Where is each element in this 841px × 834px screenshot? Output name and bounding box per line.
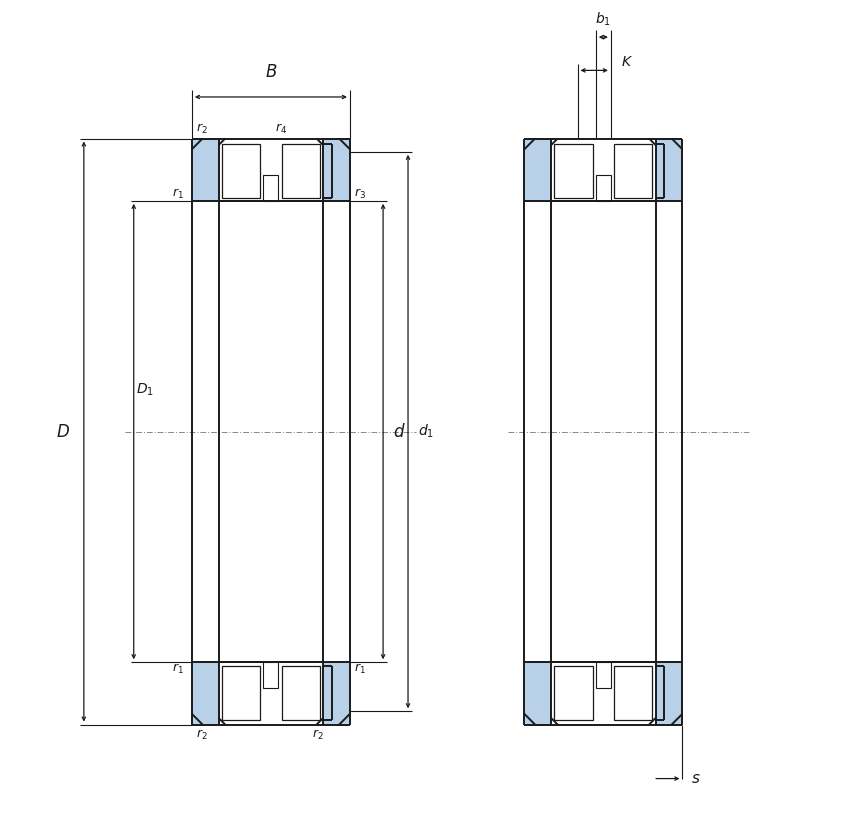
Text: $r_1$: $r_1$: [354, 662, 366, 676]
Polygon shape: [596, 174, 611, 201]
Text: $r_2$: $r_2$: [196, 122, 208, 136]
Text: K: K: [621, 55, 631, 69]
Polygon shape: [222, 143, 260, 198]
Polygon shape: [551, 138, 656, 201]
Polygon shape: [192, 662, 350, 725]
Text: $r_4$: $r_4$: [275, 122, 287, 136]
Polygon shape: [551, 662, 656, 725]
Text: B: B: [265, 63, 277, 81]
Polygon shape: [596, 662, 611, 688]
Text: $d_1$: $d_1$: [418, 423, 434, 440]
Text: $D_1$: $D_1$: [135, 382, 154, 398]
Polygon shape: [263, 662, 278, 688]
Text: $b_1$: $b_1$: [595, 10, 611, 28]
Polygon shape: [554, 666, 593, 720]
Polygon shape: [282, 143, 320, 198]
Text: $r_2$: $r_2$: [313, 727, 324, 741]
Polygon shape: [192, 138, 350, 201]
Text: s: s: [692, 771, 701, 786]
Polygon shape: [525, 138, 682, 201]
Text: $r_1$: $r_1$: [172, 662, 183, 676]
Polygon shape: [614, 143, 653, 198]
Polygon shape: [525, 662, 682, 725]
Text: $r_1$: $r_1$: [172, 187, 183, 201]
Polygon shape: [219, 138, 323, 201]
Text: $r_2$: $r_2$: [196, 727, 208, 741]
Polygon shape: [554, 143, 593, 198]
Text: d: d: [393, 423, 404, 440]
Text: $r_3$: $r_3$: [354, 187, 366, 201]
Polygon shape: [222, 666, 260, 720]
Text: D: D: [56, 423, 70, 440]
Polygon shape: [219, 662, 323, 725]
Polygon shape: [282, 666, 320, 720]
Polygon shape: [614, 666, 653, 720]
Polygon shape: [263, 174, 278, 201]
